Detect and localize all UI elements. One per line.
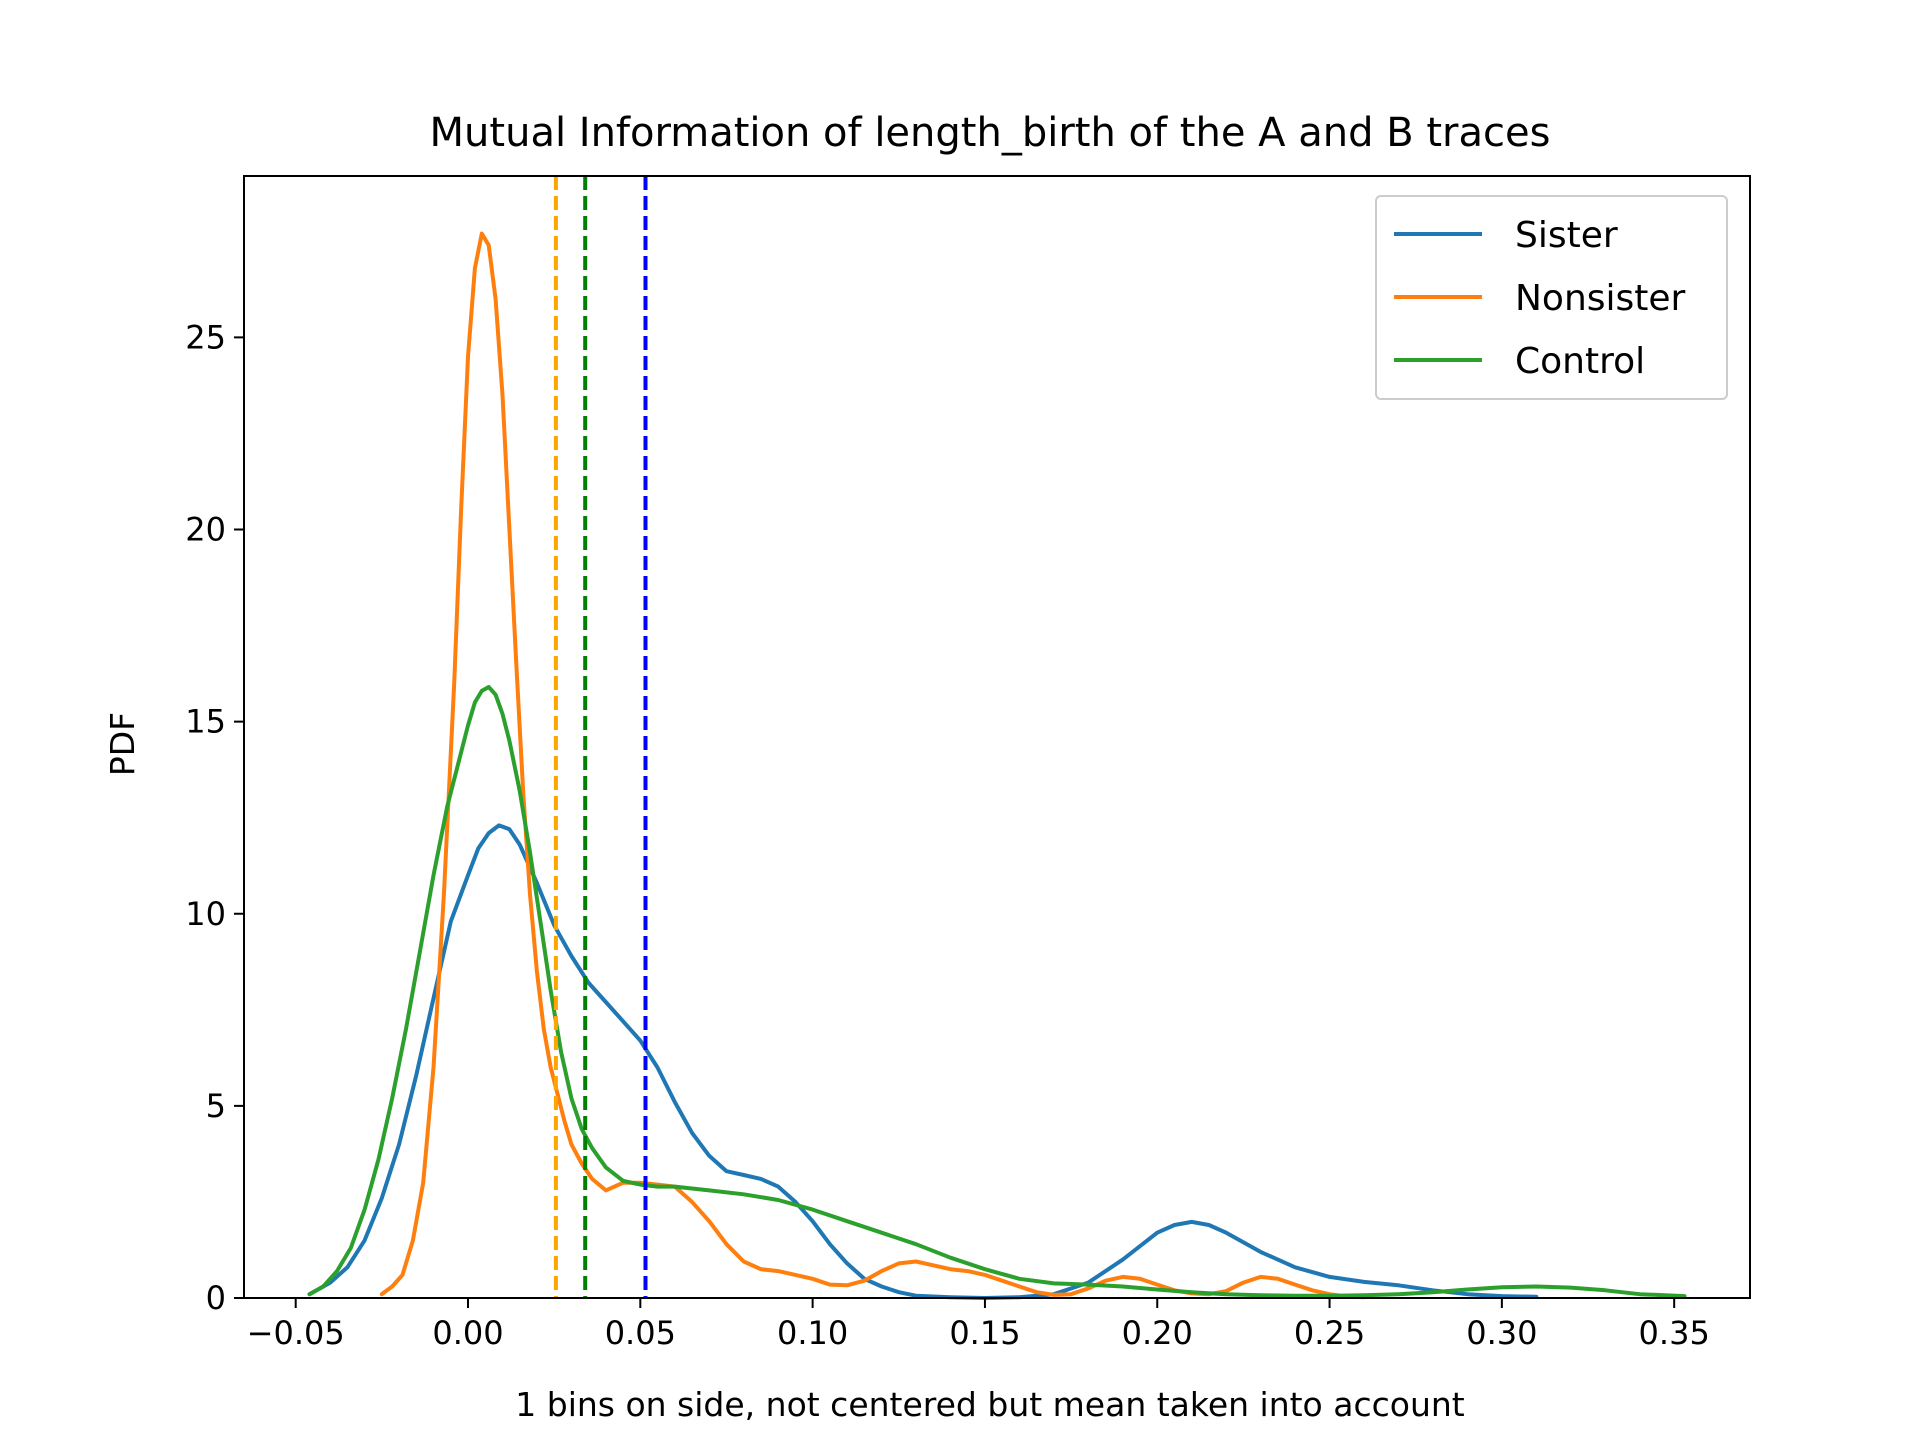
x-axis: −0.05 0.00 0.05 0.10 0.15 0.20 0.25 0.30 0.35 [247, 1298, 1710, 1352]
x-tick-label: 0.00 [432, 1314, 503, 1352]
x-tick-label: 0.30 [1466, 1314, 1537, 1352]
mean-lines-group [553, 176, 648, 1298]
x-tick-label: 0.15 [949, 1314, 1020, 1352]
y-tick-label: 5 [206, 1087, 226, 1125]
series-line-nonsister [379, 231, 1366, 1300]
x-tick-label: 0.20 [1122, 1314, 1193, 1352]
legend-label-control: Control [1515, 341, 1645, 382]
y-tick-label: 25 [185, 318, 226, 356]
y-tick-label: 0 [206, 1279, 226, 1317]
series-line-control [307, 685, 1687, 1299]
plot-frame [243, 175, 1751, 1299]
series-line-sister [307, 823, 1539, 1300]
y-tick-label: 20 [185, 511, 226, 549]
y-tick-label: 15 [185, 703, 226, 741]
x-tick-label: 0.25 [1294, 1314, 1365, 1352]
legend-label-nonsister: Nonsister [1515, 278, 1686, 319]
legend-box [1375, 195, 1728, 400]
x-tick-label: 0.05 [605, 1314, 676, 1352]
x-tick-label: 0.10 [777, 1314, 848, 1352]
y-axis-title: PDF [103, 712, 142, 776]
x-axis-title: 1 bins on side, not centered but mean ta… [515, 1385, 1465, 1424]
legend: Sister Nonsister Control [1375, 195, 1728, 400]
x-tick-label: −0.05 [247, 1314, 345, 1352]
y-tick-label: 10 [185, 895, 226, 933]
chart-title: Mutual Information of length_birth of th… [430, 110, 1551, 156]
plot-area [307, 176, 1687, 1300]
x-tick-label: 0.35 [1639, 1314, 1710, 1352]
y-axis: 0 5 10 15 20 25 [185, 318, 244, 1317]
legend-label-sister: Sister [1515, 215, 1618, 256]
series-group [307, 231, 1687, 1300]
